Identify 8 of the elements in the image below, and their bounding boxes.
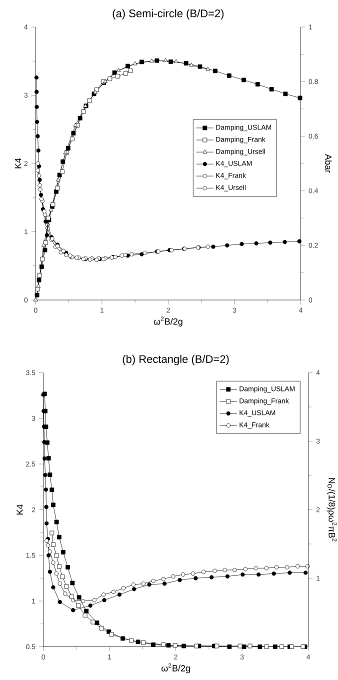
chart-title: (b) Rectangle (B/D=2) — [122, 354, 229, 366]
y2-axis-title: N$_{O}$/(1/8)ρω$^{2}$πB$^{2}$ — [326, 478, 337, 542]
y-axis-title: K4 — [16, 504, 23, 514]
chart-title: (a) Semi-circle (B/D=2) — [112, 9, 224, 20]
y2-axis-title: Abar — [325, 154, 332, 173]
x-axis-title: ω$^{2}$B/2g — [154, 316, 182, 326]
y-axis-title: K4 — [14, 158, 22, 168]
x-axis-title: ω$^{2}$B/2g — [161, 663, 190, 674]
